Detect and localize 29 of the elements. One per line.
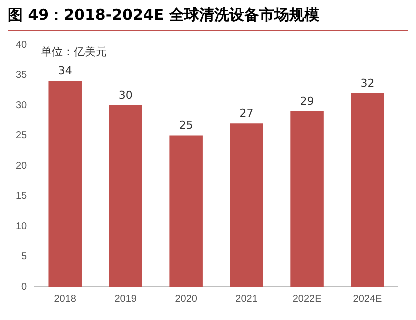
x-tick-label: 2020 <box>175 294 198 305</box>
bar <box>290 112 324 287</box>
annotation: 单位：亿美元 <box>41 45 108 58</box>
x-tick-label: 2021 <box>236 294 258 305</box>
data-label: 30 <box>118 88 133 102</box>
data-label: 27 <box>240 107 254 120</box>
bar <box>48 81 82 287</box>
y-tick-label: 10 <box>16 221 28 232</box>
data-label: 25 <box>179 119 194 132</box>
y-tick-label: 40 <box>16 40 28 51</box>
y-tick-label: 25 <box>16 130 28 142</box>
bar <box>170 136 203 287</box>
x-tick-label: 2024E <box>353 294 383 305</box>
y-tick-label: 0 <box>22 282 28 293</box>
y-tick-label: 20 <box>16 160 28 172</box>
data-label: 34 <box>58 64 72 78</box>
y-tick-label: 5 <box>22 252 28 262</box>
bar <box>109 106 142 287</box>
y-tick-label: 15 <box>16 191 28 202</box>
bar <box>230 124 264 287</box>
x-tick-label: 2022E <box>292 294 322 305</box>
data-label: 32 <box>360 76 375 90</box>
x-tick-label: 2019 <box>114 294 138 305</box>
y-tick-label: 35 <box>16 70 28 81</box>
y-tick-label: 30 <box>16 100 28 112</box>
bar <box>351 93 384 287</box>
chart-title: 图 49：2018-2024E 全球清洗设备市场规模 <box>7 5 320 26</box>
data-label: 29 <box>300 94 314 108</box>
x-tick-label: 2018 <box>54 294 77 305</box>
